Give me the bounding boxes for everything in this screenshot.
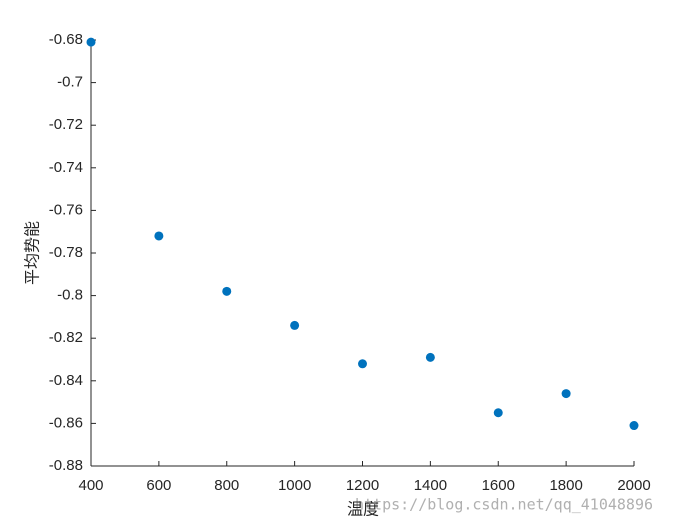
x-tick-label: 1200 [346, 477, 379, 494]
x-tick-label: 1600 [482, 477, 515, 494]
point [154, 231, 164, 241]
point [222, 286, 232, 296]
x-tick-label: 1400 [414, 477, 447, 494]
x-tick-label: 1800 [549, 477, 582, 494]
y-tick-label: -0.78 [49, 244, 83, 261]
point [493, 408, 503, 418]
y-tick-label: -0.86 [49, 414, 83, 431]
point [358, 359, 367, 369]
x-tick-label: 2000 [617, 477, 650, 494]
y-tick-label: -0.72 [49, 116, 83, 133]
y-tick-label: -0.82 [49, 329, 83, 346]
y-tick-label: -0.68 [49, 31, 83, 48]
x-tick-label: 800 [214, 477, 239, 494]
x-tick-label: 600 [146, 477, 171, 494]
watermark: https://blog.csdn.net/qq_41048896 [355, 496, 653, 514]
point [86, 37, 96, 47]
y-tick-label: -0.8 [57, 287, 83, 304]
x-axis-label: 温度 [347, 500, 379, 519]
point [290, 320, 300, 330]
y-tick-label: -0.74 [49, 159, 83, 176]
point [561, 389, 571, 399]
point [425, 352, 435, 362]
y-tick-label: -0.84 [49, 372, 83, 389]
y-tick-label: -0.76 [49, 201, 83, 218]
x-tick-label: 1000 [278, 477, 311, 494]
y-tick-label: -0.88 [49, 457, 83, 474]
point [629, 421, 639, 431]
y-axis-label: 平均势能 [23, 221, 42, 285]
y-tick-label: -0.7 [57, 74, 83, 91]
x-tick-label: 400 [78, 477, 103, 494]
